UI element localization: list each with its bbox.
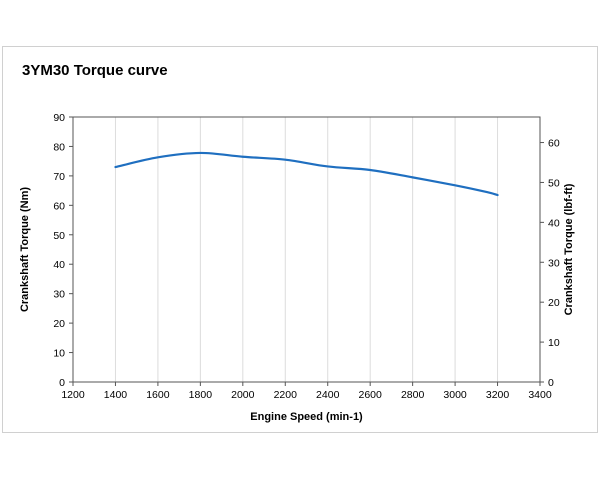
plot-area bbox=[72, 116, 541, 383]
y-tick-label: 20 bbox=[53, 318, 65, 330]
y2-axis-label: Crankshaft Torque (lbf-ft) bbox=[563, 183, 575, 315]
y2-tick-label: 50 bbox=[548, 177, 560, 189]
x-tick-label: 2000 bbox=[231, 389, 255, 401]
y-tick-label: 10 bbox=[53, 348, 65, 360]
y2-tick-label: 10 bbox=[548, 337, 560, 349]
y-tick-label: 80 bbox=[53, 141, 65, 153]
y-tick-label: 0 bbox=[59, 377, 65, 389]
y2-tick-label: 30 bbox=[548, 257, 560, 269]
y-tick-label: 60 bbox=[53, 200, 65, 212]
ticks-layer: 1200 1400 1600 1800 2000 2200 2400 2600 2800 3000… bbox=[53, 112, 560, 401]
x-tick-label: 2400 bbox=[316, 389, 340, 401]
x-tick-label: 1600 bbox=[146, 389, 170, 401]
y-tick-label: 50 bbox=[53, 230, 65, 242]
y-tick-label: 30 bbox=[53, 289, 65, 301]
chart-title: 3YM30 Torque curve bbox=[22, 62, 168, 79]
x-tick-label: 3200 bbox=[486, 389, 510, 401]
x-tick-label: 2600 bbox=[359, 389, 383, 401]
torque-series-line bbox=[114, 151, 499, 197]
grid-layer bbox=[72, 117, 541, 382]
x-tick-label: 1800 bbox=[189, 389, 213, 401]
chart-frame bbox=[2, 46, 598, 433]
y2-tick-label: 60 bbox=[548, 138, 560, 150]
x-tick-label: 2200 bbox=[274, 389, 298, 401]
x-axis-label: Engine Speed (min-1) bbox=[250, 411, 363, 423]
y-tick-label: 40 bbox=[53, 259, 65, 271]
y-axis-label: Crankshaft Torque (Nm) bbox=[19, 187, 31, 312]
y-tick-label: 90 bbox=[53, 112, 65, 124]
x-tick-label: 3000 bbox=[443, 389, 467, 401]
x-tick-label: 1200 bbox=[61, 389, 85, 401]
x-tick-label: 1400 bbox=[104, 389, 128, 401]
y2-tick-label: 40 bbox=[548, 217, 560, 229]
y-tick-label: 70 bbox=[53, 171, 65, 183]
y2-tick-label: 20 bbox=[548, 297, 560, 309]
x-tick-label: 2800 bbox=[401, 389, 425, 401]
y2-tick-label: 0 bbox=[548, 377, 554, 389]
x-tick-label: 3400 bbox=[528, 389, 552, 401]
